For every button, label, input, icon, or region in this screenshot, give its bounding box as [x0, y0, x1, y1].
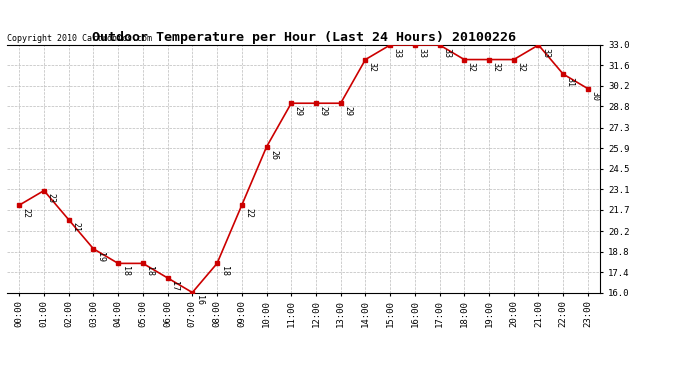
Text: 32: 32	[516, 62, 525, 72]
Title: Outdoor Temperature per Hour (Last 24 Hours) 20100226: Outdoor Temperature per Hour (Last 24 Ho…	[92, 31, 515, 44]
Text: 21: 21	[71, 222, 80, 232]
Text: Copyright 2010 Cartronics.com: Copyright 2010 Cartronics.com	[7, 33, 152, 42]
Text: 29: 29	[294, 106, 303, 116]
Text: 16: 16	[195, 295, 204, 305]
Text: 31: 31	[566, 77, 575, 87]
Text: 17: 17	[170, 281, 179, 291]
Text: 18: 18	[121, 266, 130, 276]
Text: 33: 33	[541, 48, 550, 58]
Text: 29: 29	[343, 106, 352, 116]
Text: 33: 33	[393, 48, 402, 58]
Text: 19: 19	[96, 252, 105, 262]
Text: 32: 32	[368, 62, 377, 72]
Text: 22: 22	[21, 208, 31, 218]
Text: 33: 33	[442, 48, 451, 58]
Text: 26: 26	[269, 150, 278, 160]
Text: 23: 23	[46, 194, 55, 203]
Text: 18: 18	[219, 266, 228, 276]
Text: 33: 33	[417, 48, 426, 58]
Text: 18: 18	[146, 266, 155, 276]
Text: 30: 30	[591, 92, 600, 102]
Text: 22: 22	[244, 208, 253, 218]
Text: 32: 32	[466, 62, 476, 72]
Text: 29: 29	[318, 106, 328, 116]
Text: 32: 32	[491, 62, 500, 72]
